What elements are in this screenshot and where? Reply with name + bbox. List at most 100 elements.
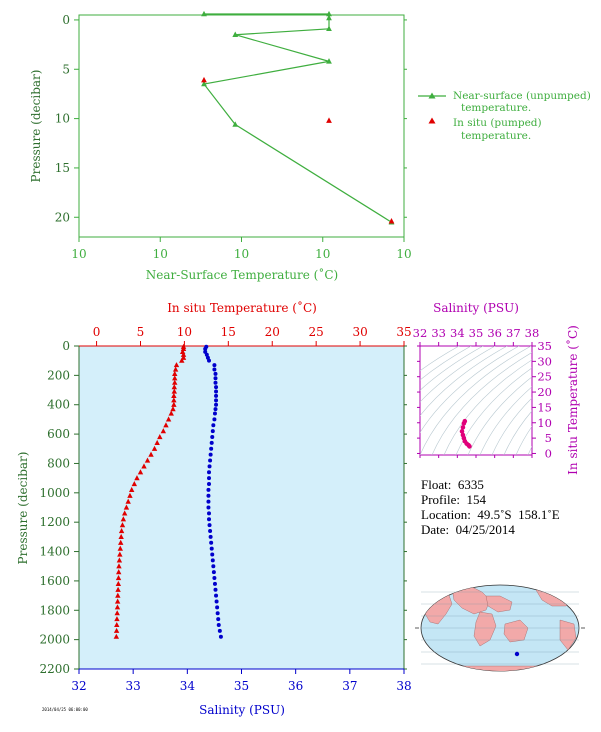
temperature-point bbox=[114, 604, 121, 610]
date-value: 04/25/2014 bbox=[455, 522, 515, 537]
unpumped-temperature-point bbox=[326, 10, 332, 17]
temperature-point bbox=[134, 475, 140, 481]
x-tick-label: 10 bbox=[71, 247, 86, 261]
salinity-point bbox=[216, 617, 221, 622]
unpumped-temperature-point bbox=[232, 31, 239, 37]
temperature-point bbox=[118, 527, 125, 534]
density-contour bbox=[479, 386, 532, 455]
ts-point bbox=[461, 421, 467, 426]
salinity-point bbox=[208, 528, 213, 533]
temperature-point bbox=[115, 592, 121, 598]
ts-point bbox=[467, 444, 472, 449]
temperature-point bbox=[144, 457, 151, 463]
salinity-tick-label: 36 bbox=[288, 679, 303, 693]
temperature-tick-label: 25 bbox=[309, 325, 324, 339]
temperature-point bbox=[114, 610, 120, 616]
profile-panel: 0200400600800100012001400160018002000220… bbox=[16, 300, 412, 717]
density-contour bbox=[420, 346, 472, 381]
temperature-point bbox=[116, 557, 123, 563]
y-tick-label: 600 bbox=[47, 427, 70, 441]
near-surface-x-axis-label: Near-Surface Temperature (˚C) bbox=[146, 267, 338, 282]
pumped-temperature-point bbox=[201, 76, 207, 83]
legend-unpumped-label: Near-surface (unpumped) temperature. bbox=[453, 90, 594, 114]
salinity-point bbox=[213, 376, 218, 381]
x-tick-label: 10 bbox=[396, 247, 411, 261]
ts-temperature-tick-label: 25 bbox=[537, 370, 552, 384]
salinity-point bbox=[207, 476, 211, 481]
salinity-point bbox=[207, 482, 211, 487]
y-tick-label: 400 bbox=[47, 398, 70, 412]
salinity-point bbox=[203, 346, 208, 351]
ts-temperature-tick-label: 20 bbox=[537, 385, 552, 399]
temperature-point bbox=[114, 621, 120, 628]
salinity-point bbox=[213, 371, 218, 376]
location-value: 49.5˚S 158.1˚E bbox=[477, 507, 560, 522]
near-surface-legend: Near-surface (unpumped) temperature. In … bbox=[418, 90, 594, 142]
y-tick-label: 1800 bbox=[39, 603, 70, 617]
y-tick-label: 2000 bbox=[39, 633, 70, 647]
ts-salinity-tick-label: 32 bbox=[413, 326, 428, 340]
temperature-tick-label: 30 bbox=[352, 325, 367, 339]
ts-series bbox=[459, 418, 472, 449]
temperature-point bbox=[171, 392, 177, 399]
salinity-point bbox=[207, 517, 211, 522]
temperature-point bbox=[114, 616, 120, 622]
salinity-point bbox=[206, 493, 211, 498]
salinity-point bbox=[212, 417, 217, 422]
temperature-x-ticks: 0 5 10 15 20 25 30 35 bbox=[93, 325, 412, 346]
salinity-point bbox=[214, 393, 219, 398]
temperature-point bbox=[163, 422, 169, 428]
ts-salinity-tick-label: 33 bbox=[431, 326, 446, 340]
near-surface-y-axis-label: Pressure (decibar) bbox=[29, 70, 43, 183]
temperature-point bbox=[154, 439, 160, 445]
unpumped-temperature-point bbox=[232, 121, 239, 127]
y-tick-label: 200 bbox=[47, 368, 70, 382]
temperature-point bbox=[115, 580, 122, 586]
ts-y-axis-label: In situ Temperature (˚C) bbox=[565, 325, 580, 475]
float-info: Float: 6335 Profile: 154 Location: 49.5˚… bbox=[421, 477, 560, 537]
density-contour bbox=[420, 346, 520, 434]
salinity-point bbox=[210, 429, 215, 434]
ts-point bbox=[459, 429, 465, 434]
near-surface-panel: 0 5 10 15 20 10 10 10 10 10 Pressure (decibar) N… bbox=[29, 10, 594, 282]
float-label: Float: bbox=[421, 477, 452, 492]
temperature-point bbox=[121, 510, 128, 516]
unpumped-temperature-point bbox=[326, 58, 332, 64]
temperature-point bbox=[118, 533, 124, 539]
temperature-point bbox=[116, 569, 122, 575]
date-row: Date: 04/25/2014 bbox=[421, 522, 560, 537]
temperature-point bbox=[171, 384, 178, 390]
profile-y-axis-label: Pressure (decibar) bbox=[16, 452, 30, 565]
y-tick-label: 0 bbox=[62, 339, 70, 353]
temperature-tick-label: 20 bbox=[265, 325, 280, 339]
temperature-point bbox=[141, 463, 147, 469]
temperature-point bbox=[117, 551, 123, 557]
ts-title: Salinity (PSU) bbox=[433, 301, 519, 315]
salinity-point bbox=[214, 385, 219, 390]
x-tick-label: 10 bbox=[153, 247, 168, 261]
salinity-tick-label: 33 bbox=[126, 679, 141, 693]
salinity-point bbox=[210, 558, 215, 563]
unpumped-temperature-point bbox=[201, 80, 207, 87]
density-contour bbox=[503, 410, 532, 455]
salinity-point bbox=[212, 581, 217, 586]
ts-temperature-tick-label: 5 bbox=[545, 431, 552, 445]
temperature-tick-label: 15 bbox=[221, 325, 236, 339]
temperature-point bbox=[171, 397, 177, 403]
temperature-point bbox=[129, 486, 135, 492]
salinity-point bbox=[218, 634, 223, 639]
temperature-point bbox=[131, 481, 138, 487]
temperature-tick-label: 0 bbox=[93, 325, 101, 339]
x-tick-label: 10 bbox=[234, 247, 249, 261]
temperature-tick-label: 10 bbox=[177, 325, 192, 339]
salinity-point bbox=[209, 440, 214, 445]
near-surface-series bbox=[201, 10, 395, 225]
temperature-point bbox=[172, 379, 178, 385]
density-contour bbox=[420, 346, 460, 372]
ts-density-contours bbox=[420, 346, 532, 455]
y-tick-label: 1600 bbox=[39, 574, 70, 588]
salinity-point bbox=[213, 587, 218, 592]
salinity-point bbox=[206, 487, 211, 492]
profile-row: Profile: 154 bbox=[421, 492, 560, 507]
